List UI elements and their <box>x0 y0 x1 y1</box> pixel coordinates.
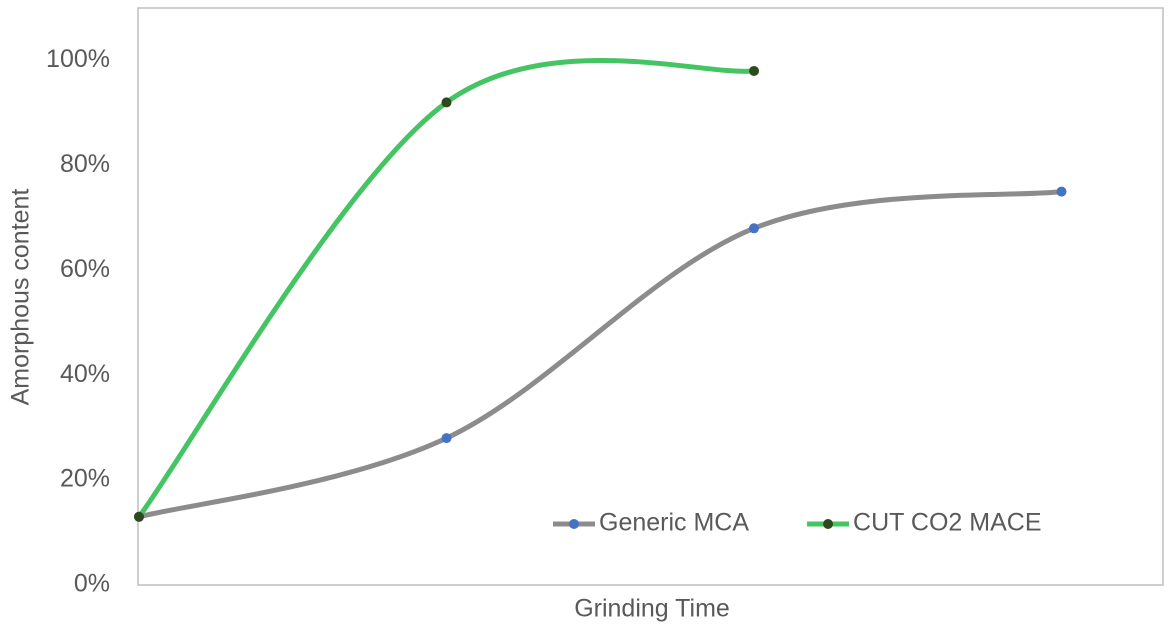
y-tick-label: 60% <box>60 255 110 283</box>
data-point <box>1056 186 1067 197</box>
y-tick-label: 100% <box>46 45 110 73</box>
y-tick-label: 0% <box>74 570 110 598</box>
data-point <box>441 97 452 108</box>
series-line <box>136 58 757 520</box>
data-point <box>441 433 452 444</box>
data-point <box>134 511 144 522</box>
x-axis-label: Grinding Time <box>574 595 730 623</box>
legend-marker <box>569 519 579 529</box>
legend-label: CUT CO2 MACE <box>853 509 1041 537</box>
y-tick-label: 20% <box>60 465 110 493</box>
series-line <box>136 189 1064 520</box>
y-axis-label: Amorphous content <box>7 189 35 406</box>
y-tick-label: 80% <box>60 150 110 178</box>
legend-label: Generic MCA <box>599 509 749 537</box>
plot-frame <box>137 7 1164 586</box>
y-tick-label: 40% <box>60 360 110 388</box>
data-point <box>749 65 759 76</box>
data-point <box>749 223 759 234</box>
legend-marker <box>823 519 834 529</box>
